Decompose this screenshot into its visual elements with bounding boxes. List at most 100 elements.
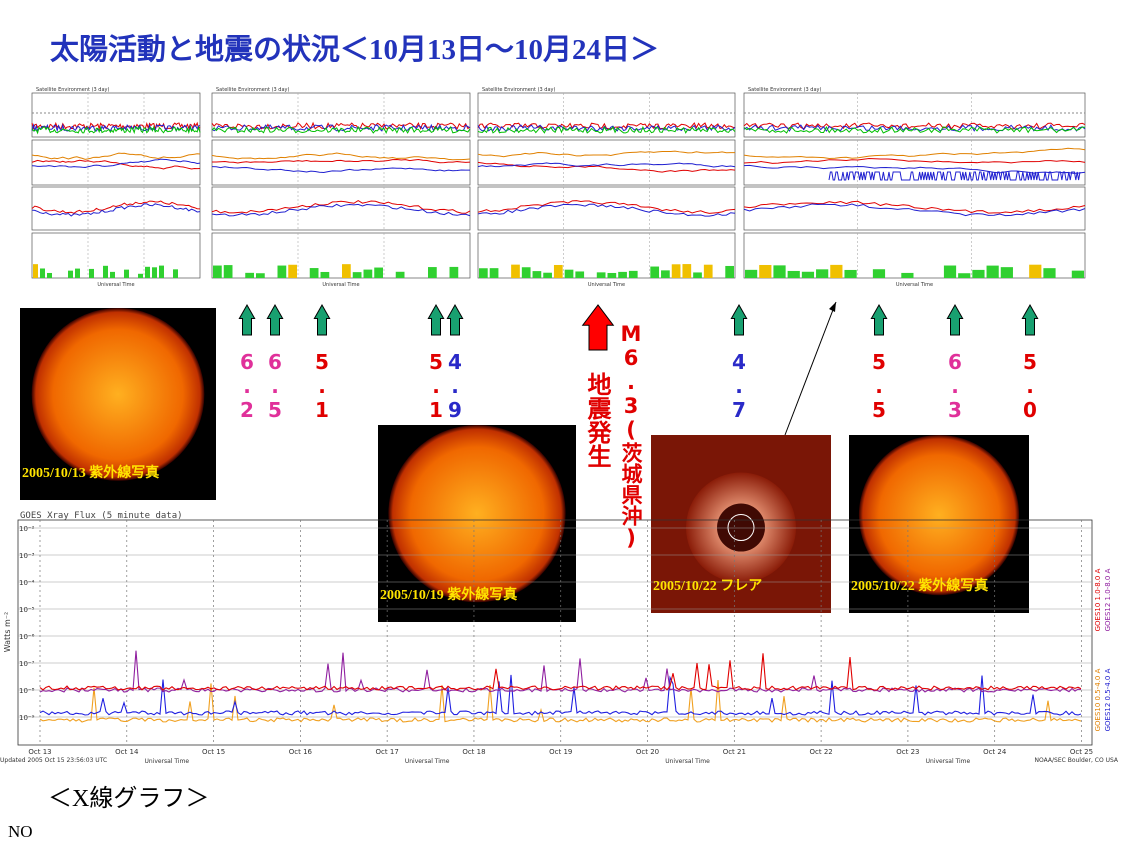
y-tick-label: 10⁻⁶ xyxy=(19,633,35,641)
kp-bar xyxy=(1000,267,1013,278)
quake-magnitude: 5.0 xyxy=(1018,350,1042,422)
panel-frame xyxy=(477,92,736,138)
kp-bar xyxy=(553,264,563,278)
trace xyxy=(31,125,201,135)
kp-bar xyxy=(103,265,108,278)
quake-magnitude: 5.1 xyxy=(424,350,448,422)
kp-bar xyxy=(830,264,843,278)
y-tick-label: 10⁻³ xyxy=(19,552,35,560)
kp-bar xyxy=(68,270,73,278)
kp-bar xyxy=(138,273,143,278)
kp-bar xyxy=(575,271,585,278)
x-axis-label: Universal Time xyxy=(926,758,971,765)
photo-caption: 2005/10/22 紫外線写真 xyxy=(851,579,989,594)
x-axis-label: Universal Time xyxy=(144,758,189,765)
kp-bar xyxy=(816,269,829,278)
main-quake-arrow xyxy=(581,304,615,351)
trace xyxy=(31,200,201,214)
xray-footer: Updated 2005 Oct 15 23:56:03 UTC xyxy=(0,757,107,764)
trace xyxy=(743,147,1086,160)
quake-magnitude: 5.5 xyxy=(867,350,891,422)
main-quake-label: 地震発生 xyxy=(583,372,611,468)
kp-bar xyxy=(943,265,957,278)
kp-bar xyxy=(872,269,886,278)
trace xyxy=(31,152,201,160)
trace xyxy=(477,200,736,214)
kp-bar xyxy=(213,265,222,278)
x-axis-label: Universal Time xyxy=(405,758,450,765)
kp-bar xyxy=(693,272,702,278)
y-tick-label: 10⁻⁵ xyxy=(19,606,35,614)
quake-arrow xyxy=(427,303,445,336)
kp-bar xyxy=(110,271,115,278)
kp-bar xyxy=(395,271,405,278)
trace xyxy=(743,122,1086,130)
quake-magnitude: 5.1 xyxy=(310,350,334,422)
panel-frame xyxy=(477,186,736,231)
kp-bar xyxy=(89,268,94,278)
x-tick-label: Oct 17 xyxy=(376,748,399,756)
xray-frame xyxy=(17,519,1093,746)
panel-x-label: Universal Time xyxy=(588,282,625,288)
kp-bar xyxy=(75,268,80,278)
kp-bar xyxy=(628,270,638,278)
quake-arrow xyxy=(266,303,284,336)
kp-bar xyxy=(428,267,437,278)
trace xyxy=(828,171,1081,181)
panel-frame xyxy=(31,232,201,279)
kp-bar xyxy=(40,268,45,278)
kp-bar xyxy=(671,264,681,278)
sun-disk xyxy=(388,425,566,603)
trace xyxy=(743,200,1086,214)
kp-bar xyxy=(1043,268,1056,278)
x-axis-label: Universal Time xyxy=(665,758,710,765)
panel-frame xyxy=(211,186,471,231)
legend-entry: GOES10 1.0-8.0 A xyxy=(1094,568,1102,631)
kp-bar xyxy=(607,272,617,278)
photo-caption: 2005/10/19 紫外線写真 xyxy=(380,588,518,603)
kp-bar xyxy=(320,271,330,278)
x-tick-label: Oct 18 xyxy=(462,748,485,756)
kp-bar xyxy=(972,269,985,278)
quake-magnitude: 4.7 xyxy=(727,350,751,422)
kp-bar xyxy=(650,266,660,278)
kp-bar xyxy=(745,269,758,278)
kp-bar xyxy=(759,264,772,278)
y-tick-label: 10⁻² xyxy=(19,525,35,533)
xray-footer: NOAA/SEC Boulder, CO USA xyxy=(1035,757,1119,764)
xray-title: GOES Xray Flux (5 minute data) xyxy=(20,511,183,521)
trace xyxy=(211,166,471,174)
quake-magnitude: 6.3 xyxy=(943,350,967,422)
legend-entry: GOES12 1.0-8.0 A xyxy=(1104,568,1112,631)
trace xyxy=(743,157,1086,164)
panel-frame xyxy=(211,232,471,279)
legend-entry: GOES10 0.5-4.0 A xyxy=(1094,668,1102,731)
x-tick-label: Oct 21 xyxy=(723,748,746,756)
panel-title: Satellite Environment (3 day) xyxy=(482,87,556,93)
panel-frame xyxy=(211,139,471,186)
panel-title: Satellite Environment (3 day) xyxy=(216,87,290,93)
trace xyxy=(39,674,1082,716)
kp-bar xyxy=(479,268,488,278)
kp-bar xyxy=(661,270,670,278)
trace xyxy=(31,203,201,217)
kp-bar xyxy=(374,267,383,278)
photo-caption: 2005/10/22 フレア xyxy=(653,579,763,594)
trace xyxy=(211,152,471,161)
trace xyxy=(211,159,471,164)
kp-bar xyxy=(33,264,38,278)
sun-disk xyxy=(858,434,1020,596)
trace xyxy=(39,680,1082,723)
panel-frame xyxy=(743,186,1086,231)
x-tick-label: Oct 20 xyxy=(636,748,659,756)
quake-arrow xyxy=(313,303,331,336)
kp-bar xyxy=(277,265,287,278)
trace xyxy=(39,650,1082,693)
x-tick-label: Oct 16 xyxy=(289,748,313,756)
quake-magnitude: 6.5 xyxy=(263,350,287,422)
kp-bar xyxy=(173,269,178,278)
trace xyxy=(743,164,1086,174)
kp-bar xyxy=(256,273,265,278)
kp-bar xyxy=(223,265,233,278)
kp-bar xyxy=(564,269,574,278)
